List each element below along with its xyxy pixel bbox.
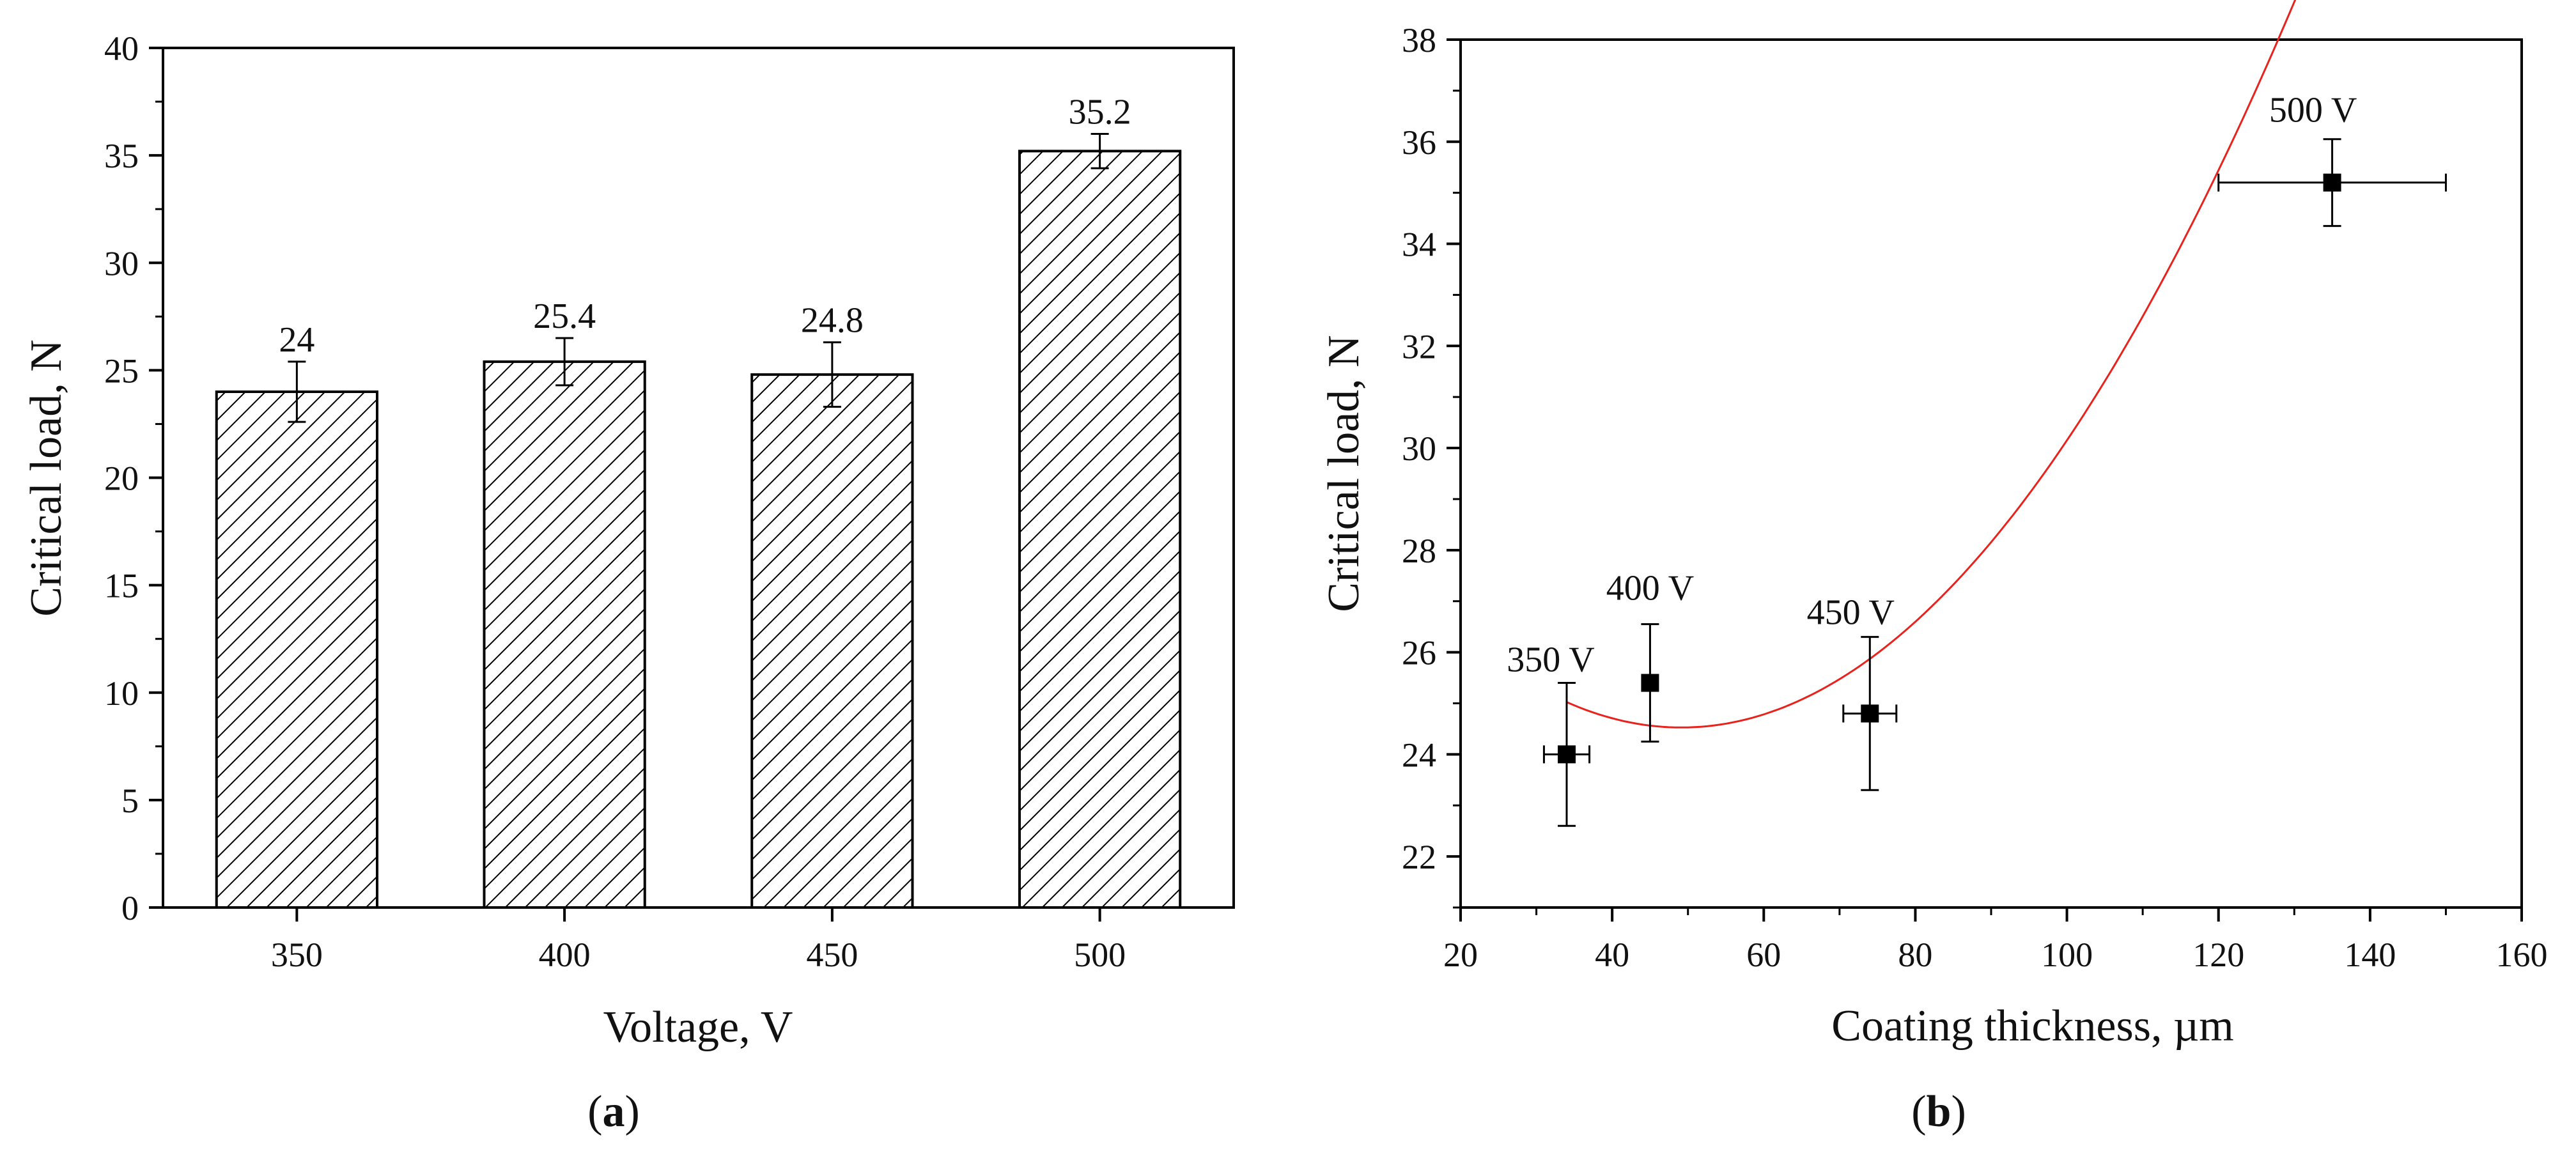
y-tick-label: 5 (121, 782, 139, 820)
data-point (1641, 674, 1659, 692)
y-tick-label: 26 (1402, 634, 1436, 672)
x-tick-label: 20 (1443, 936, 1478, 974)
bar (750, 373, 914, 909)
y-tick-label: 28 (1402, 532, 1436, 570)
y-tick-label: 10 (104, 674, 139, 713)
x-tick-label: 80 (1898, 936, 1932, 974)
point-label: 500 V (2269, 91, 2357, 130)
point-label: 350 V (1507, 640, 1594, 679)
panel-caption-b: (b) (1911, 1087, 1966, 1136)
bar-chart-panel: 0 5 10 15 20 25 30 35 40 350 400 450 500 24 25.4 24.8… (22, 29, 1235, 1136)
x-tick-label: 160 (2496, 936, 2548, 974)
y-tick-label: 20 (104, 460, 139, 498)
point-label: 450 V (1807, 592, 1895, 632)
y-axis-title: Critical load, N (22, 339, 71, 617)
panel-caption-a: (a) (587, 1087, 640, 1136)
y-tick-label: 40 (104, 29, 139, 68)
plot-frame (1459, 38, 2523, 909)
bar-value-label: 24.8 (801, 301, 864, 341)
bar (483, 360, 646, 909)
y-tick-label: 30 (104, 244, 139, 282)
x-tick-label: 500 (1074, 936, 1126, 974)
y-axis-ticks: 22 24 26 28 30 32 34 36 38 (1402, 21, 1461, 909)
y-tick-label: 25 (104, 351, 139, 390)
x-tick-label: 400 (539, 936, 591, 974)
x-axis-ticks: 350 400 450 500 (271, 908, 1126, 974)
bar-series: 24 25.4 24.8 35.2 (215, 93, 1182, 909)
x-tick-label: 120 (2192, 936, 2244, 974)
y-tick-label: 24 (1402, 736, 1436, 774)
x-tick-label: 450 (806, 936, 858, 974)
y-axis-ticks: 0 5 10 15 20 25 30 35 40 (104, 29, 163, 927)
x-tick-label: 40 (1595, 936, 1629, 974)
fit-curve-group (1566, 0, 2297, 729)
y-tick-label: 35 (104, 137, 139, 175)
y-tick-label: 22 (1402, 838, 1436, 876)
x-axis-title: Coating thickness, µm (1831, 1001, 2233, 1051)
y-tick-label: 15 (104, 567, 139, 605)
y-tick-label: 38 (1402, 21, 1436, 59)
y-tick-label: 32 (1402, 327, 1436, 366)
x-tick-label: 60 (1746, 936, 1781, 974)
bar-value-label: 25.4 (533, 297, 596, 336)
point-label: 400 V (1606, 569, 1694, 608)
fit-curve (1566, 0, 2297, 729)
bar-value-label: 24 (279, 320, 314, 360)
y-tick-label: 30 (1402, 429, 1436, 468)
y-tick-label: 36 (1402, 123, 1436, 162)
data-point (2323, 173, 2341, 192)
y-axis-title: Critical load, N (1319, 335, 1369, 612)
bar (215, 390, 378, 909)
y-tick-label: 34 (1402, 226, 1436, 264)
data-point (1861, 704, 1879, 723)
x-tick-label: 350 (271, 936, 323, 974)
x-axis-ticks: 20 40 60 80 100 120 140 160 (1443, 908, 2548, 974)
x-axis-title: Voltage, V (603, 1003, 793, 1052)
data-point (1558, 745, 1576, 764)
point-series: 350 V 400 V 450 V 500 V (1507, 91, 2447, 827)
x-tick-label: 100 (2041, 936, 2093, 974)
y-tick-label: 0 (121, 889, 139, 927)
x-tick-label: 140 (2344, 936, 2396, 974)
bar (1018, 150, 1182, 909)
bar-value-label: 35.2 (1069, 93, 1131, 132)
